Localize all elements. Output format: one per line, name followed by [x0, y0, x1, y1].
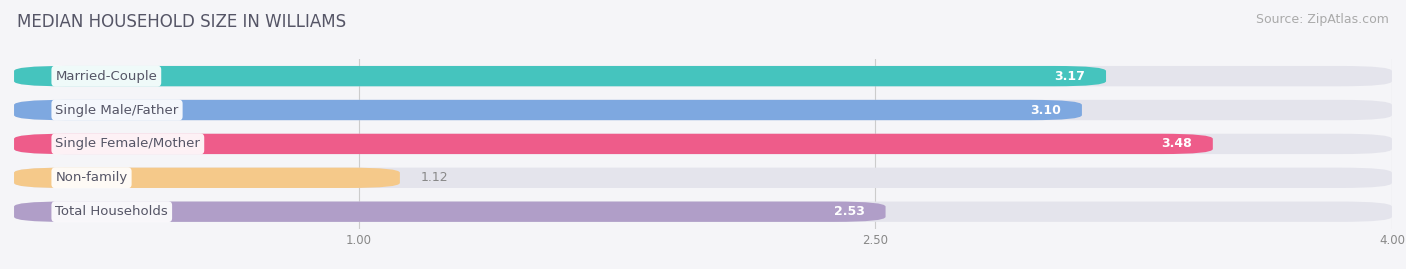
FancyBboxPatch shape [14, 134, 1392, 154]
Text: Source: ZipAtlas.com: Source: ZipAtlas.com [1256, 13, 1389, 26]
Text: Married-Couple: Married-Couple [55, 70, 157, 83]
Text: Single Female/Mother: Single Female/Mother [55, 137, 200, 150]
Text: 3.48: 3.48 [1161, 137, 1192, 150]
Text: Single Male/Father: Single Male/Father [55, 104, 179, 116]
Text: 3.10: 3.10 [1031, 104, 1062, 116]
FancyBboxPatch shape [14, 134, 1213, 154]
FancyBboxPatch shape [14, 201, 1392, 222]
FancyBboxPatch shape [14, 201, 886, 222]
Text: Non-family: Non-family [55, 171, 128, 184]
Text: Total Households: Total Households [55, 205, 169, 218]
FancyBboxPatch shape [14, 66, 1107, 86]
Text: 2.53: 2.53 [834, 205, 865, 218]
FancyBboxPatch shape [14, 100, 1083, 120]
Text: MEDIAN HOUSEHOLD SIZE IN WILLIAMS: MEDIAN HOUSEHOLD SIZE IN WILLIAMS [17, 13, 346, 31]
FancyBboxPatch shape [14, 168, 399, 188]
Text: 1.12: 1.12 [420, 171, 449, 184]
FancyBboxPatch shape [14, 66, 1392, 86]
FancyBboxPatch shape [14, 168, 1392, 188]
FancyBboxPatch shape [14, 100, 1392, 120]
Text: 3.17: 3.17 [1054, 70, 1085, 83]
